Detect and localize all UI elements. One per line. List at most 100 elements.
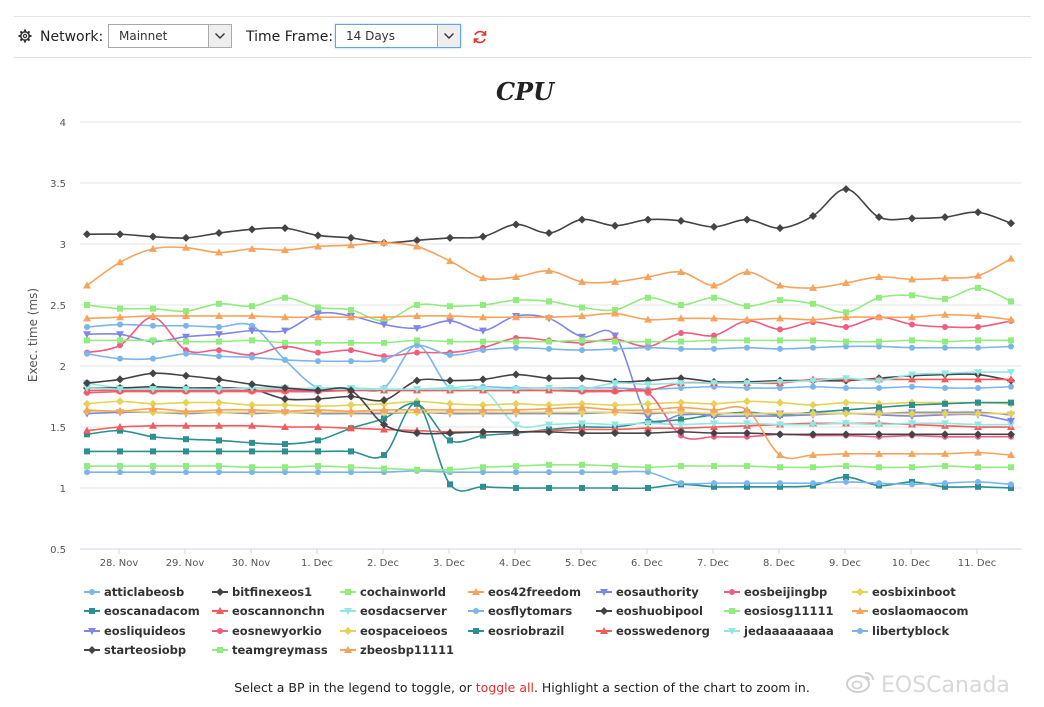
data-point-eoslaomaocom[interactable] [545, 313, 553, 321]
series-starteosiobp[interactable] [83, 369, 1015, 439]
data-point-starteosiobp[interactable] [281, 383, 289, 392]
data-point-starteosiobp[interactable] [941, 430, 949, 439]
data-point-eosflytomars[interactable] [216, 353, 222, 360]
data-point-eosiosg11111[interactable] [612, 338, 618, 345]
data-point-cochainworld[interactable] [843, 309, 849, 316]
data-point-eosiosg11111[interactable] [876, 338, 882, 345]
data-point-eosiosg11111[interactable] [843, 338, 849, 345]
data-point-eos42freedom[interactable] [611, 277, 619, 285]
data-point-atticlabeosb[interactable] [876, 384, 882, 391]
data-point-atticlabeosb[interactable] [183, 322, 189, 329]
data-point-eoscannonchn[interactable] [314, 423, 322, 430]
data-point-eosiosg11111[interactable] [810, 337, 816, 344]
legend-item-eosbixinboot[interactable]: eosbixinboot [852, 584, 956, 600]
data-point-eosauthority[interactable] [281, 327, 289, 335]
data-point-eosauthority[interactable] [446, 317, 454, 325]
data-point-eoscannonchn[interactable] [347, 424, 355, 432]
data-point-starteosiobp[interactable] [677, 427, 685, 436]
data-point-cochainworld[interactable] [414, 302, 420, 308]
legend-item-eosauthority[interactable]: eosauthority [596, 584, 699, 600]
data-point-teamgreymass[interactable] [612, 463, 618, 470]
data-point-starteosiobp[interactable] [215, 375, 223, 384]
data-point-libertyblock[interactable] [513, 469, 519, 476]
data-point-eoscanadacom[interactable] [381, 415, 387, 422]
legend-item-eosnewyorkio[interactable]: eosnewyorkio [212, 623, 322, 639]
data-point-eosflytomars[interactable] [150, 355, 156, 362]
data-point-jedaaaaaaaaa[interactable] [116, 386, 124, 394]
data-point-eoscannonchn[interactable] [578, 425, 586, 433]
data-point-eosdacserver[interactable] [809, 421, 817, 429]
data-point-eoslaomaocom[interactable] [776, 314, 784, 322]
data-point-teamgreymass[interactable] [645, 464, 651, 471]
data-point-eoscanadacom[interactable] [117, 427, 123, 434]
data-point-eosriobrazil[interactable] [381, 452, 387, 459]
data-point-eoslaomaocom[interactable] [710, 314, 718, 322]
data-point-eoslaomaocom[interactable] [479, 313, 487, 321]
data-point-eoslaomaocom[interactable] [941, 310, 949, 318]
data-point-bitfinexeos1[interactable] [809, 211, 817, 220]
data-point-eosbeijingbp[interactable] [315, 349, 321, 356]
data-point-eos42freedom[interactable] [182, 243, 190, 251]
data-point-libertyblock[interactable] [249, 469, 255, 476]
data-point-teamgreymass[interactable] [447, 466, 453, 473]
data-point-eoslaomaocom[interactable] [314, 313, 322, 321]
data-point-atticlabeosb[interactable] [810, 383, 816, 390]
series-bitfinexeos1[interactable] [83, 185, 1015, 247]
data-point-atticlabeosb[interactable] [744, 384, 750, 391]
data-point-eosswedenorg[interactable] [1007, 375, 1015, 383]
data-point-eoscanadacom[interactable] [909, 402, 915, 409]
data-point-eosbeijingbp[interactable] [942, 323, 948, 330]
legend-item-eoshuobipool[interactable]: eoshuobipool [596, 603, 703, 619]
data-point-starteosiobp[interactable] [413, 429, 421, 438]
data-point-eos42freedom[interactable] [578, 277, 586, 285]
series-zbeosbp11111[interactable] [83, 403, 1015, 460]
data-point-zbeosbp11111[interactable] [116, 407, 124, 415]
legend-item-eoslaomaocom[interactable]: eoslaomaocom [852, 603, 969, 619]
data-point-libertyblock[interactable] [876, 480, 882, 487]
data-point-bitfinexeos1[interactable] [512, 220, 520, 229]
series-eoslaomaocom[interactable] [83, 309, 1015, 323]
data-point-eosriobrazil[interactable] [150, 448, 156, 455]
network-select[interactable]: Mainnet [108, 24, 232, 48]
data-point-libertyblock[interactable] [909, 481, 915, 488]
data-point-eosbixinboot[interactable] [743, 397, 751, 406]
data-point-zbeosbp11111[interactable] [479, 405, 487, 413]
data-point-eosriobrazil[interactable] [975, 483, 981, 490]
data-point-libertyblock[interactable] [843, 478, 849, 485]
data-point-cochainworld[interactable] [84, 302, 90, 308]
series-eos42freedom[interactable] [83, 238, 1015, 291]
data-point-zbeosbp11111[interactable] [644, 405, 652, 413]
data-point-zbeosbp11111[interactable] [215, 405, 223, 413]
data-point-eosriobrazil[interactable] [216, 448, 222, 455]
data-point-eos42freedom[interactable] [512, 272, 520, 280]
data-point-eosbeijingbp[interactable] [678, 330, 684, 337]
data-point-eoshuobipool[interactable] [479, 375, 487, 384]
data-point-eosiosg11111[interactable] [117, 337, 123, 344]
data-point-teamgreymass[interactable] [84, 463, 90, 470]
data-point-eosdacserver[interactable] [710, 420, 718, 428]
data-point-eosiosg11111[interactable] [744, 337, 750, 344]
data-point-eosriobrazil[interactable] [843, 474, 849, 481]
data-point-zbeosbp11111[interactable] [347, 407, 355, 415]
data-point-eosswedenorg[interactable] [611, 386, 619, 394]
data-point-atticlabeosb[interactable] [678, 384, 684, 391]
data-point-cochainworld[interactable] [678, 302, 684, 308]
data-point-eosflytomars[interactable] [84, 350, 90, 357]
data-point-eosflytomars[interactable] [612, 345, 618, 352]
data-point-bitfinexeos1[interactable] [83, 230, 91, 239]
data-point-eosflytomars[interactable] [447, 352, 453, 359]
data-point-eosbixinboot[interactable] [182, 398, 190, 407]
data-point-teamgreymass[interactable] [876, 464, 882, 471]
data-point-teamgreymass[interactable] [579, 461, 585, 468]
data-point-eoslaomaocom[interactable] [578, 311, 586, 319]
data-point-bitfinexeos1[interactable] [578, 215, 586, 224]
data-point-jedaaaaaaaaa[interactable] [776, 378, 784, 386]
legend-item-eosdacserver[interactable]: eosdacserver [340, 603, 447, 619]
data-point-cochainworld[interactable] [975, 284, 981, 291]
data-point-eosriobrazil[interactable] [282, 448, 288, 455]
data-point-eosiosg11111[interactable] [579, 337, 585, 344]
data-point-eoscannonchn[interactable] [215, 421, 223, 429]
data-point-eoslaomaocom[interactable] [677, 314, 685, 322]
data-point-starteosiobp[interactable] [512, 427, 520, 436]
data-point-eoslaomaocom[interactable] [446, 311, 454, 319]
